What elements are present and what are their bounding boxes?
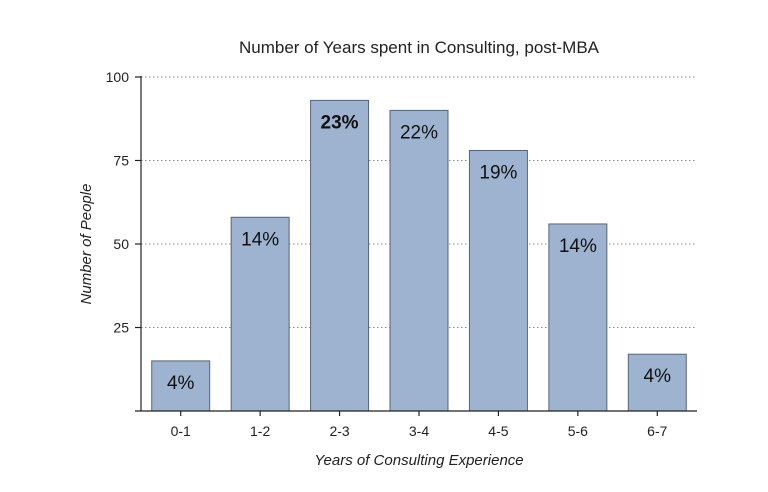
bar-5-6 — [548, 223, 608, 412]
x-tick-label-0-1: 0-1 — [171, 423, 191, 439]
x-tick-label-6-7: 6-7 — [647, 423, 667, 439]
y-axis-label: Number of People — [78, 184, 95, 305]
bar-2-3 — [310, 99, 370, 412]
y-tick-label: 50 — [113, 236, 129, 252]
bar-3-4 — [389, 109, 449, 412]
bars-layer — [151, 99, 687, 412]
data-labels-layer: 4% 14% 23% 22% 19% 14% 4% — [167, 112, 671, 394]
y-tick-label: 75 — [113, 153, 129, 169]
data-label-4-5: 19% — [479, 162, 517, 183]
data-label-0-1: 4% — [167, 373, 195, 394]
x-tick-label-3-4: 3-4 — [409, 423, 429, 439]
x-tick-label-5-6: 5-6 — [568, 423, 588, 439]
data-label-1-2: 14% — [241, 229, 279, 250]
x-tick-label-1-2: 1-2 — [250, 423, 270, 439]
data-label-2-3: 23% — [321, 112, 359, 133]
y-tick-label: 25 — [113, 320, 129, 336]
data-label-3-4: 22% — [400, 122, 438, 143]
bar-4-5 — [468, 149, 528, 412]
bar-1-2 — [230, 216, 290, 412]
bar-6-7 — [627, 353, 687, 412]
y-tick-label: 100 — [106, 69, 130, 85]
x-tick-label-4-5: 4-5 — [488, 423, 508, 439]
chart-title: Number of Years spent in Consulting, pos… — [239, 38, 600, 57]
data-label-5-6: 14% — [559, 236, 597, 257]
axes-layer: 25 50 75 100 0-1 1-2 2-3 3-4 4-5 5-6 6-7 — [106, 69, 697, 439]
data-label-6-7: 4% — [644, 366, 672, 387]
x-tick-label-2-3: 2-3 — [329, 423, 349, 439]
x-axis-label: Years of Consulting Experience — [314, 452, 523, 469]
